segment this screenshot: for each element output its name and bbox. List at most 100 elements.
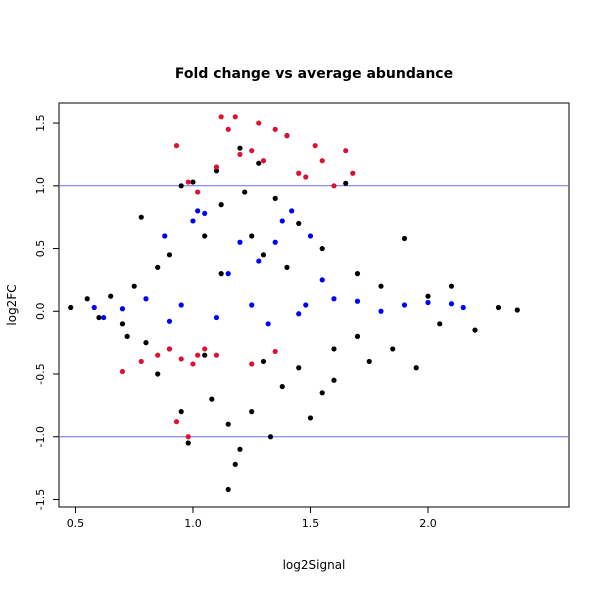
point-s0-57 bbox=[178, 409, 184, 415]
y-tick-label-1: -1.0 bbox=[34, 426, 47, 447]
point-s0-4 bbox=[119, 321, 126, 327]
point-s0-58 bbox=[249, 233, 255, 239]
point-s2-20 bbox=[119, 368, 126, 375]
point-s1-9 bbox=[213, 314, 220, 321]
point-s0-37 bbox=[425, 293, 431, 299]
x-tick-label-2: 1.5 bbox=[302, 517, 320, 530]
point-s0-10 bbox=[178, 183, 184, 189]
point-s1-25 bbox=[448, 301, 455, 307]
point-s0-19 bbox=[242, 189, 248, 195]
point-s2-0 bbox=[173, 143, 180, 149]
x-tick-label-3: 2.0 bbox=[419, 517, 437, 530]
point-s2-2 bbox=[195, 189, 201, 195]
point-s2-1 bbox=[185, 179, 191, 185]
point-s1-18 bbox=[307, 233, 314, 239]
point-s0-25 bbox=[279, 383, 285, 390]
y-tick-label-3: 0.0 bbox=[34, 303, 47, 321]
point-s0-32 bbox=[354, 271, 361, 277]
point-s0-38 bbox=[448, 283, 455, 289]
point-s0-56 bbox=[437, 321, 443, 327]
point-s1-21 bbox=[354, 298, 361, 304]
point-s0-27 bbox=[296, 220, 302, 227]
point-s1-2 bbox=[119, 306, 126, 312]
y-tick-label-4: 0.5 bbox=[34, 240, 47, 258]
y-axis-label: log2FC bbox=[5, 284, 19, 325]
point-s0-14 bbox=[213, 168, 220, 174]
point-s0-40 bbox=[495, 304, 502, 311]
point-s0-44 bbox=[237, 446, 243, 452]
point-s2-8 bbox=[249, 148, 255, 154]
point-s0-5 bbox=[131, 283, 137, 289]
point-s0-22 bbox=[260, 252, 267, 258]
point-s1-13 bbox=[256, 258, 262, 264]
point-s0-34 bbox=[378, 283, 384, 289]
y-tick-label-0: -1.5 bbox=[34, 489, 47, 510]
point-s0-36 bbox=[413, 365, 419, 371]
point-s1-22 bbox=[378, 308, 384, 314]
point-s0-53 bbox=[260, 358, 267, 365]
point-s0-0 bbox=[68, 304, 74, 311]
y-tick-label-6: 1.5 bbox=[34, 114, 47, 131]
point-s1-6 bbox=[190, 218, 196, 224]
point-s1-16 bbox=[289, 208, 295, 214]
point-s0-12 bbox=[202, 233, 208, 239]
point-s2-28 bbox=[249, 361, 255, 367]
point-s2-13 bbox=[296, 170, 302, 176]
point-s2-10 bbox=[260, 158, 267, 164]
point-s0-3 bbox=[108, 293, 114, 299]
point-s1-23 bbox=[401, 302, 408, 308]
point-s0-30 bbox=[331, 377, 337, 383]
point-s2-15 bbox=[312, 143, 318, 149]
point-s1-27 bbox=[162, 233, 168, 239]
point-s0-28 bbox=[307, 415, 314, 421]
point-s0-49 bbox=[202, 352, 208, 358]
point-s0-39 bbox=[472, 327, 478, 333]
point-s0-21 bbox=[256, 160, 262, 166]
point-s0-11 bbox=[190, 179, 196, 185]
point-s2-4 bbox=[218, 114, 224, 120]
y-tick-label-2: -0.5 bbox=[34, 363, 47, 384]
point-s0-55 bbox=[390, 346, 396, 352]
point-s0-59 bbox=[319, 390, 325, 396]
point-s1-1 bbox=[101, 314, 107, 321]
point-s2-24 bbox=[178, 356, 184, 362]
point-s0-20 bbox=[249, 409, 255, 415]
x-axis: 0.5 1.0 1.5 2.0 bbox=[67, 507, 437, 530]
point-s0-29 bbox=[319, 245, 325, 252]
point-s2-29 bbox=[272, 348, 278, 355]
point-s0-33 bbox=[366, 358, 372, 365]
point-s1-10 bbox=[225, 271, 231, 277]
point-s0-46 bbox=[296, 365, 302, 371]
point-s0-13 bbox=[209, 396, 215, 402]
point-s2-27 bbox=[213, 352, 220, 358]
data-points bbox=[68, 114, 520, 493]
point-s1-8 bbox=[202, 210, 208, 217]
point-s2-22 bbox=[155, 352, 161, 358]
point-s2-17 bbox=[331, 183, 337, 189]
point-s1-7 bbox=[195, 208, 201, 214]
x-tick-label-1: 1.0 bbox=[184, 517, 202, 530]
point-s0-23 bbox=[267, 434, 274, 440]
point-s2-31 bbox=[185, 434, 191, 440]
point-s0-24 bbox=[272, 195, 278, 201]
point-s0-42 bbox=[225, 486, 231, 493]
point-s2-14 bbox=[303, 174, 309, 180]
point-s0-15 bbox=[218, 202, 224, 208]
point-s0-2 bbox=[96, 314, 102, 321]
x-axis-label: log2Signal bbox=[283, 558, 346, 572]
point-s2-25 bbox=[190, 361, 196, 367]
y-axis: -1.5 -1.0 -0.5 0.0 0.5 1.0 1.5 bbox=[34, 114, 59, 510]
point-s2-16 bbox=[319, 158, 325, 164]
point-s2-7 bbox=[237, 151, 243, 158]
chart-title: Fold change vs average abundance bbox=[175, 66, 453, 82]
point-s2-9 bbox=[256, 120, 262, 126]
point-s1-28 bbox=[272, 239, 278, 245]
point-s1-24 bbox=[425, 299, 431, 306]
point-s1-5 bbox=[178, 302, 184, 308]
point-s0-1 bbox=[84, 296, 90, 302]
point-s1-4 bbox=[166, 318, 173, 324]
point-s2-23 bbox=[166, 346, 173, 352]
point-s1-11 bbox=[237, 239, 243, 245]
